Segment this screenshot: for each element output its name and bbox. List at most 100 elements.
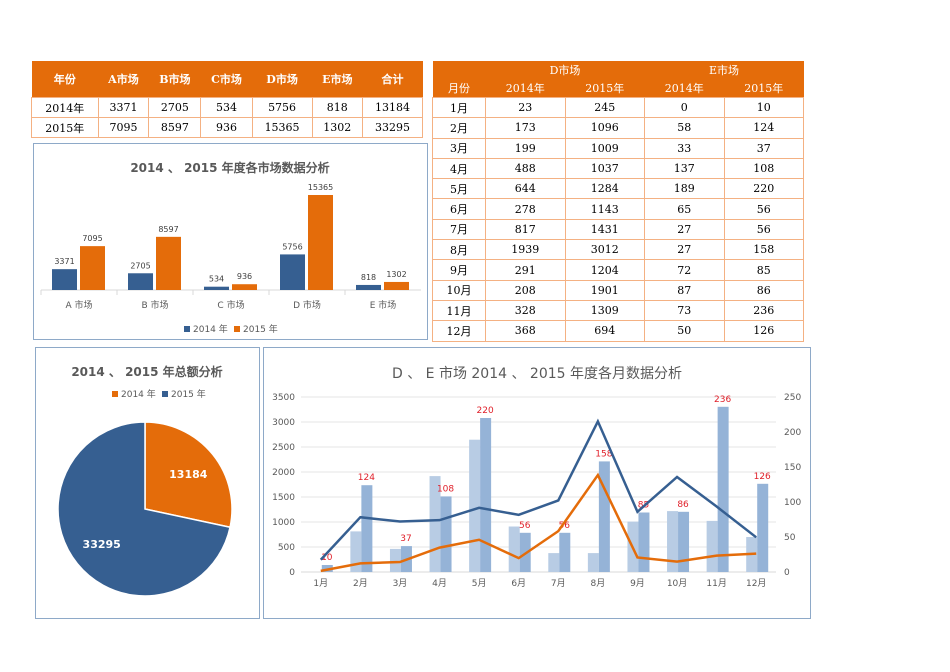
group-header-d: D市场 xyxy=(485,61,645,79)
column-header: 2015年 xyxy=(724,79,804,98)
data-label: 37 xyxy=(400,534,411,544)
category-label: A 市场 xyxy=(65,299,92,311)
table-cell: 2014年 xyxy=(31,97,99,118)
bar xyxy=(429,476,441,572)
y-left-tick: 2500 xyxy=(272,443,295,453)
table-cell: 10月 xyxy=(432,279,486,301)
category-label: 7月 xyxy=(551,578,566,589)
summary-table: 年份 A市场 B市场 C市场 D市场 E市场 合计 2014年 3371 2705 534 5756 8… xyxy=(31,61,423,138)
table-cell: 9月 xyxy=(432,259,486,281)
table-cell: 72 xyxy=(644,259,725,281)
table-cell: 27 xyxy=(644,239,725,261)
table-cell: 11月 xyxy=(432,299,486,322)
data-label: 818 xyxy=(361,273,376,282)
bar xyxy=(156,236,181,290)
data-label: 10 xyxy=(321,553,333,563)
table-row: 2月 173 1096 58 124 xyxy=(432,117,804,139)
table-cell: 27 xyxy=(644,218,725,241)
y-left-tick: 3000 xyxy=(272,418,295,428)
data-label: 5756 xyxy=(282,242,302,251)
category-label: 10月 xyxy=(667,578,687,589)
table-cell: 73 xyxy=(644,299,725,322)
table-cell: 10 xyxy=(723,96,804,119)
column-header: 合计 xyxy=(362,61,423,98)
column-header: 2014年 xyxy=(644,79,724,98)
table-row: 2015年 7095 8597 936 15365 1302 33295 xyxy=(31,117,423,138)
monthly-table: D市场 E市场 月份 2014年 2015年 2014年 2015年 1月 23 245 0 10 2… xyxy=(432,61,804,342)
table-cell: 1009 xyxy=(564,137,645,159)
table-cell: 85 xyxy=(723,259,804,281)
bar xyxy=(280,254,305,290)
data-label: 1302 xyxy=(386,270,406,279)
pie-slice xyxy=(144,421,233,529)
table-cell: 8月 xyxy=(432,239,486,261)
category-label: 9月 xyxy=(630,578,645,589)
table-cell: 137 xyxy=(644,157,725,180)
bar xyxy=(469,439,481,572)
y-right-tick: 150 xyxy=(784,463,801,473)
category-label: 12月 xyxy=(746,578,766,589)
table-cell: 1096 xyxy=(564,117,645,139)
table-cell: 1037 xyxy=(564,157,645,180)
category-label: E 市场 xyxy=(370,299,397,311)
column-header: 月份 xyxy=(432,79,486,98)
category-label: 8月 xyxy=(591,578,606,589)
total-pie-chart: 2014 、 2015 年总额分析 2014 年 2015 年 13184 33295 xyxy=(35,347,260,619)
bar xyxy=(356,284,381,290)
data-label: 158 xyxy=(595,449,612,459)
bar xyxy=(598,461,610,572)
data-label: 56 xyxy=(519,521,531,531)
table-cell: 0 xyxy=(644,96,725,119)
table-cell: 236 xyxy=(723,299,804,322)
table-cell: 2月 xyxy=(432,117,486,139)
bar xyxy=(480,418,492,572)
bar xyxy=(361,485,373,572)
legend-swatch xyxy=(234,326,240,332)
data-label: 936 xyxy=(237,272,252,281)
table-cell: 1309 xyxy=(564,299,645,322)
table-cell: 8597 xyxy=(148,117,202,138)
y-right-tick: 50 xyxy=(784,533,796,543)
y-left-tick: 2000 xyxy=(272,468,295,478)
table-cell: 1284 xyxy=(564,178,645,200)
y-left-tick: 500 xyxy=(278,543,295,553)
table-row: 8月 1939 3012 27 158 xyxy=(432,239,804,261)
table-cell: 56 xyxy=(723,218,804,241)
table-cell: 644 xyxy=(485,178,566,200)
bar xyxy=(548,553,560,572)
data-label: 15365 xyxy=(308,183,333,192)
legend-label: 2015 年 xyxy=(171,388,206,400)
table-cell: 13184 xyxy=(362,97,423,118)
bar xyxy=(440,496,452,572)
table-cell: 2015年 xyxy=(31,117,99,138)
chart-title: D 、 E 市场 2014 、 2015 年度各月数据分析 xyxy=(392,365,682,382)
table-cell: 291 xyxy=(485,259,566,281)
data-label: 534 xyxy=(209,275,224,284)
category-label: 11月 xyxy=(706,578,726,589)
data-label: 86 xyxy=(677,500,689,510)
data-label: 7095 xyxy=(82,234,102,243)
table-cell: 694 xyxy=(564,320,645,342)
data-label: 13184 xyxy=(169,468,208,481)
table-row: 2014年 3371 2705 534 5756 818 13184 xyxy=(31,97,423,118)
bar xyxy=(508,526,520,572)
table-cell: 278 xyxy=(485,198,566,220)
bar xyxy=(559,532,571,572)
table-cell: 3012 xyxy=(564,239,645,261)
bar xyxy=(667,511,679,572)
table-cell: 173 xyxy=(485,117,566,139)
table-cell: 208 xyxy=(485,279,566,301)
bar xyxy=(389,548,401,572)
table-cell: 328 xyxy=(485,299,566,322)
data-label: 33295 xyxy=(83,538,121,551)
table-cell: 1143 xyxy=(564,198,645,220)
table-cell: 199 xyxy=(485,137,566,159)
table-cell: 33295 xyxy=(362,117,423,138)
table-cell: 12月 xyxy=(432,320,486,342)
monthly-combo-chart: D 、 E 市场 2014 、 2015 年度各月数据分析 0 500 1000 150… xyxy=(263,347,811,619)
table-row: 1月 23 245 0 10 xyxy=(432,96,804,119)
table-cell: 4月 xyxy=(432,157,486,180)
table-cell: 126 xyxy=(723,320,804,342)
table-cell: 5756 xyxy=(251,97,313,118)
category-label: 2月 xyxy=(353,578,368,589)
